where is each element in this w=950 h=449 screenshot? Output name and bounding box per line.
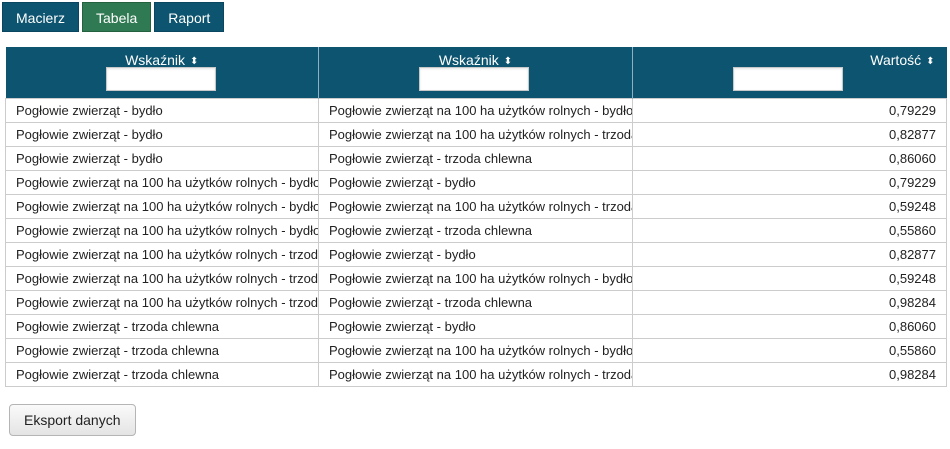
value-cell: 0,98284 (632, 290, 947, 315)
indicator-cell: Pogłowie zwierząt - trzoda chlewna (5, 338, 319, 363)
column-header-value[interactable]: Wartość ⬍ (632, 47, 947, 99)
value-cell: 0,79229 (632, 98, 947, 123)
indicator-cell: Pogłowie zwierząt - trzoda chlewna (5, 314, 319, 339)
table-row: Pogłowie zwierząt na 100 ha użytków roln… (5, 290, 947, 315)
table-row: Pogłowie zwierząt na 100 ha użytków roln… (5, 194, 947, 219)
indicator-cell: Pogłowie zwierząt na 100 ha użytków roln… (5, 218, 319, 243)
sort-icon[interactable]: ⬍ (503, 56, 513, 67)
column-header-label: Wskaźnik (125, 52, 185, 68)
value-cell: 0,59248 (632, 266, 947, 291)
value-cell: 0,55860 (632, 338, 947, 363)
indicator-cell: Pogłowie zwierząt - bydło (318, 314, 633, 339)
indicator-cell: Pogłowie zwierząt na 100 ha użytków roln… (5, 194, 319, 219)
indicator-cell: Pogłowie zwierząt na 100 ha użytków roln… (5, 290, 319, 315)
sort-icon[interactable]: ⬍ (190, 56, 199, 67)
table-row: Pogłowie zwierząt - trzoda chlewna Pogłow… (5, 338, 947, 363)
table-row: Pogłowie zwierząt na 100 ha użytków roln… (5, 218, 947, 243)
indicator-cell: Pogłowie zwierząt na 100 ha użytków roln… (318, 266, 633, 291)
table-row: Pogłowie zwierząt - bydło Pogłowie zwierz… (5, 146, 947, 171)
indicator-cell: Pogłowie zwierząt - trzoda chlewna (318, 290, 633, 315)
tab-tabela[interactable]: Tabela (82, 2, 152, 32)
table-row: Pogłowie zwierząt na 100 ha użytków roln… (5, 242, 947, 267)
column-header-indicator-2[interactable]: Wskaźnik ⬍ (318, 47, 633, 99)
table-row: Pogłowie zwierząt - bydło Pogłowie zwierz… (5, 122, 947, 147)
filter-input-indicator-1[interactable] (105, 67, 216, 91)
filter-input-value[interactable] (733, 67, 843, 91)
view-tabs: Macierz Tabela Raport (2, 2, 225, 32)
value-cell: 0,82877 (632, 242, 947, 267)
value-cell: 0,86060 (632, 314, 947, 339)
indicator-cell: Pogłowie zwierząt - bydło (5, 122, 319, 147)
indicator-cell: Pogłowie zwierząt - trzoda chlewna (318, 146, 633, 171)
table-row: Pogłowie zwierząt - bydło Pogłowie zwierz… (5, 98, 947, 123)
value-cell: 0,86060 (632, 146, 947, 171)
value-cell: 0,59248 (632, 194, 947, 219)
tab-macierz[interactable]: Macierz (2, 2, 80, 32)
table-row: Pogłowie zwierząt - trzoda chlewna Pogłow… (5, 362, 947, 387)
indicator-cell: Pogłowie zwierząt na 100 ha użytków roln… (5, 242, 319, 267)
indicator-cell: Pogłowie zwierząt - bydło (318, 242, 633, 267)
indicator-cell: Pogłowie zwierząt na 100 ha użytków roln… (318, 122, 633, 147)
table-body: Pogłowie zwierząt - bydło Pogłowie zwierz… (5, 98, 947, 387)
indicator-cell: Pogłowie zwierząt na 100 ha użytków roln… (318, 194, 633, 219)
indicator-cell: Pogłowie zwierząt - bydło (5, 98, 319, 123)
indicator-cell: Pogłowie zwierząt - bydło (318, 170, 633, 195)
indicator-cell: Pogłowie zwierząt - trzoda chlewna (5, 362, 319, 387)
table-row: Pogłowie zwierząt - trzoda chlewna Pogłow… (5, 314, 947, 339)
value-cell: 0,55860 (632, 218, 947, 243)
table-row: Pogłowie zwierząt na 100 ha użytków roln… (5, 170, 947, 195)
value-cell: 0,82877 (632, 122, 947, 147)
indicator-cell: Pogłowie zwierząt na 100 ha użytków roln… (318, 98, 633, 123)
indicator-cell: Pogłowie zwierząt na 100 ha użytków roln… (5, 266, 319, 291)
indicator-cell: Pogłowie zwierząt - trzoda chlewna (318, 218, 633, 243)
column-header-indicator-1[interactable]: Wskaźnik ⬍ (5, 47, 319, 99)
indicator-cell: Pogłowie zwierząt na 100 ha użytków roln… (5, 170, 319, 195)
column-header-label: Wartość (870, 52, 922, 68)
indicator-cell: Pogłowie zwierząt - bydło (5, 146, 319, 171)
table-header-row: Wskaźnik ⬍ Wskaźnik ⬍ Wartość ⬍ (5, 47, 947, 99)
sort-icon[interactable]: ⬍ (926, 56, 935, 67)
data-table: Wskaźnik ⬍ Wskaźnik ⬍ Wartość ⬍ Pogłowie zw… (5, 47, 947, 387)
filter-input-indicator-2[interactable] (419, 67, 529, 91)
indicator-cell: Pogłowie zwierząt na 100 ha użytków roln… (318, 362, 633, 387)
indicator-cell: Pogłowie zwierząt na 100 ha użytków roln… (318, 338, 633, 363)
value-cell: 0,98284 (632, 362, 947, 387)
export-data-button[interactable]: Eksport danych (9, 404, 136, 436)
column-header-label: Wskaźnik (438, 52, 499, 68)
value-cell: 0,79229 (632, 170, 947, 195)
table-row: Pogłowie zwierząt na 100 ha użytków roln… (5, 266, 947, 291)
tab-raport[interactable]: Raport (154, 2, 225, 32)
